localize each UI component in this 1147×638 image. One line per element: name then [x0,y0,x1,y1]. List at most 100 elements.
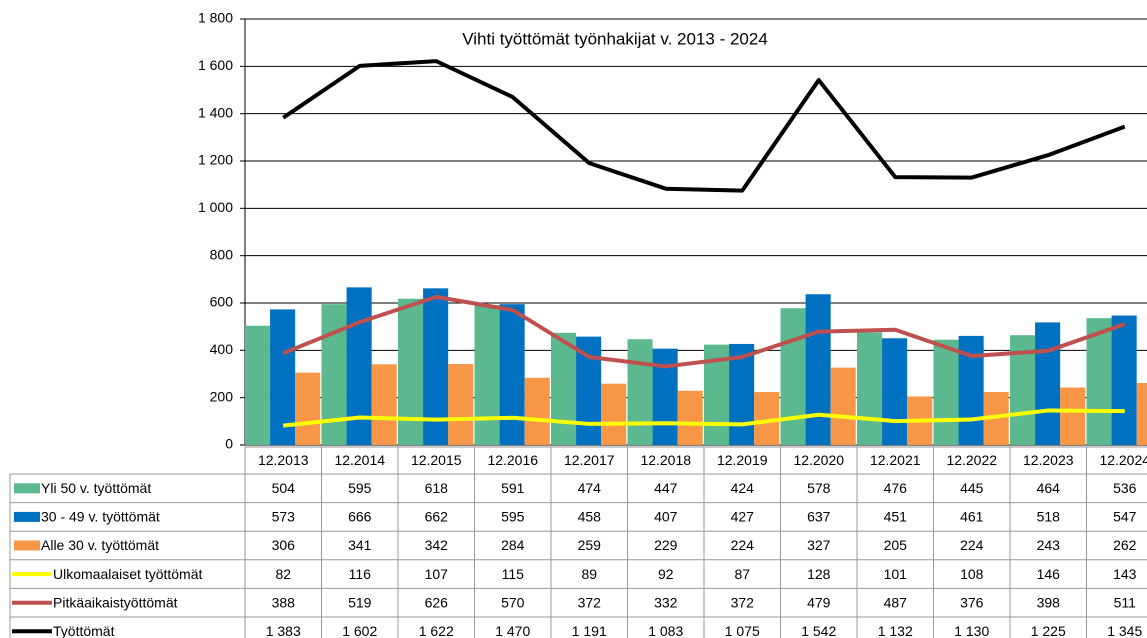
x-tick-label: 12.2014 [334,452,385,468]
legend-label: Pitkäaikaistyöttömät [53,594,178,610]
bar [1111,315,1137,445]
table-value: 229 [654,537,678,553]
bar [1035,322,1061,445]
x-tick-label: 12.2022 [946,452,997,468]
table-value: 284 [501,537,525,553]
x-tick-label: 12.2018 [640,452,691,468]
table-value: 518 [1037,509,1061,525]
y-tick-label: 1 600 [198,57,233,73]
legend-label: Ulkomaalaiset työttömät [53,566,203,582]
bar [398,298,424,445]
table-value: 224 [960,537,984,553]
table-value: 666 [348,509,372,525]
table-value: 342 [425,537,449,553]
table-value: 108 [960,566,984,582]
table-value: 1 130 [954,623,989,638]
table-value: 1 225 [1031,623,1066,638]
table-value: 372 [578,594,602,610]
x-tick-label: 12.2015 [411,452,462,468]
x-tick-label: 12.2023 [1023,452,1074,468]
table-value: 143 [1113,566,1137,582]
y-tick-label: 400 [210,341,234,357]
legend-swatch [14,511,40,522]
table-value: 424 [731,480,755,496]
bar [499,304,525,445]
bar [245,325,271,445]
bar [270,309,296,445]
table-value: 259 [578,537,602,553]
table-value: 445 [960,480,984,496]
bar [882,338,908,445]
line [282,59,1126,193]
table-value: 1 083 [648,623,683,638]
table-value: 332 [654,594,678,610]
table-value: 82 [275,566,291,582]
table-value: 662 [425,509,449,525]
x-tick-label: 12.2020 [793,452,844,468]
x-tick-label: 12.2013 [258,452,309,468]
table-value: 595 [348,480,372,496]
table-value: 573 [272,509,296,525]
bar [524,377,550,445]
bar [321,304,347,445]
bar [1136,382,1147,445]
table-value: 626 [425,594,449,610]
legend-label: 30 - 49 v. työttömät [41,509,160,525]
table-value: 341 [348,537,372,553]
x-tick-label: 12.2024 [1099,452,1147,468]
table-value: 476 [884,480,908,496]
x-tick-label: 12.2017 [564,452,615,468]
table-value: 89 [581,566,597,582]
bar [780,308,806,445]
bar [677,390,703,445]
table-value: 427 [731,509,755,525]
table-value: 128 [807,566,831,582]
table-value: 1 470 [495,623,530,638]
table-value: 327 [807,537,831,553]
bar [474,305,500,445]
bar [830,367,856,445]
y-tick-label: 0 [225,436,233,452]
legend-label: Yli 50 v. työttömät [41,480,151,496]
table-value: 637 [807,509,831,525]
table-value: 591 [501,480,525,496]
table-value: 595 [501,509,525,525]
table-value: 87 [734,566,750,582]
bar [551,332,577,445]
table-value: 464 [1037,480,1061,496]
x-tick-label: 12.2016 [487,452,538,468]
table-value: 262 [1113,537,1137,553]
table-value: 487 [884,594,908,610]
table-value: 388 [272,594,296,610]
table-value: 504 [272,480,296,496]
table-value: 479 [807,594,831,610]
y-tick-label: 1 400 [198,104,233,120]
y-tick-label: 1 200 [198,152,233,168]
table-value: 536 [1113,480,1137,496]
chart-title: Vihti työttömät työnhakijat v. 2013 - 20… [462,29,768,48]
bar [295,372,321,445]
legend-label: Työttömät [53,623,115,638]
table-value: 447 [654,480,678,496]
legend-label: Alle 30 v. työttömät [41,537,159,553]
table-value: 578 [807,480,831,496]
bar [1086,318,1112,445]
table-value: 146 [1037,566,1061,582]
bar [652,348,678,445]
bar [1060,387,1086,445]
y-tick-label: 1 000 [198,199,233,215]
bar [346,287,372,445]
table-value: 376 [960,594,984,610]
y-tick-label: 800 [210,246,234,262]
line [283,408,1125,428]
table-value: 398 [1037,594,1061,610]
table-value: 1 542 [801,623,836,638]
table-value: 92 [658,566,674,582]
table-value: 511 [1114,594,1137,610]
table-value: 1 345 [1107,623,1142,638]
table-value: 306 [272,537,296,553]
table-value: 115 [502,566,525,582]
table-value: 1 191 [572,623,607,638]
table-value: 474 [578,480,602,496]
